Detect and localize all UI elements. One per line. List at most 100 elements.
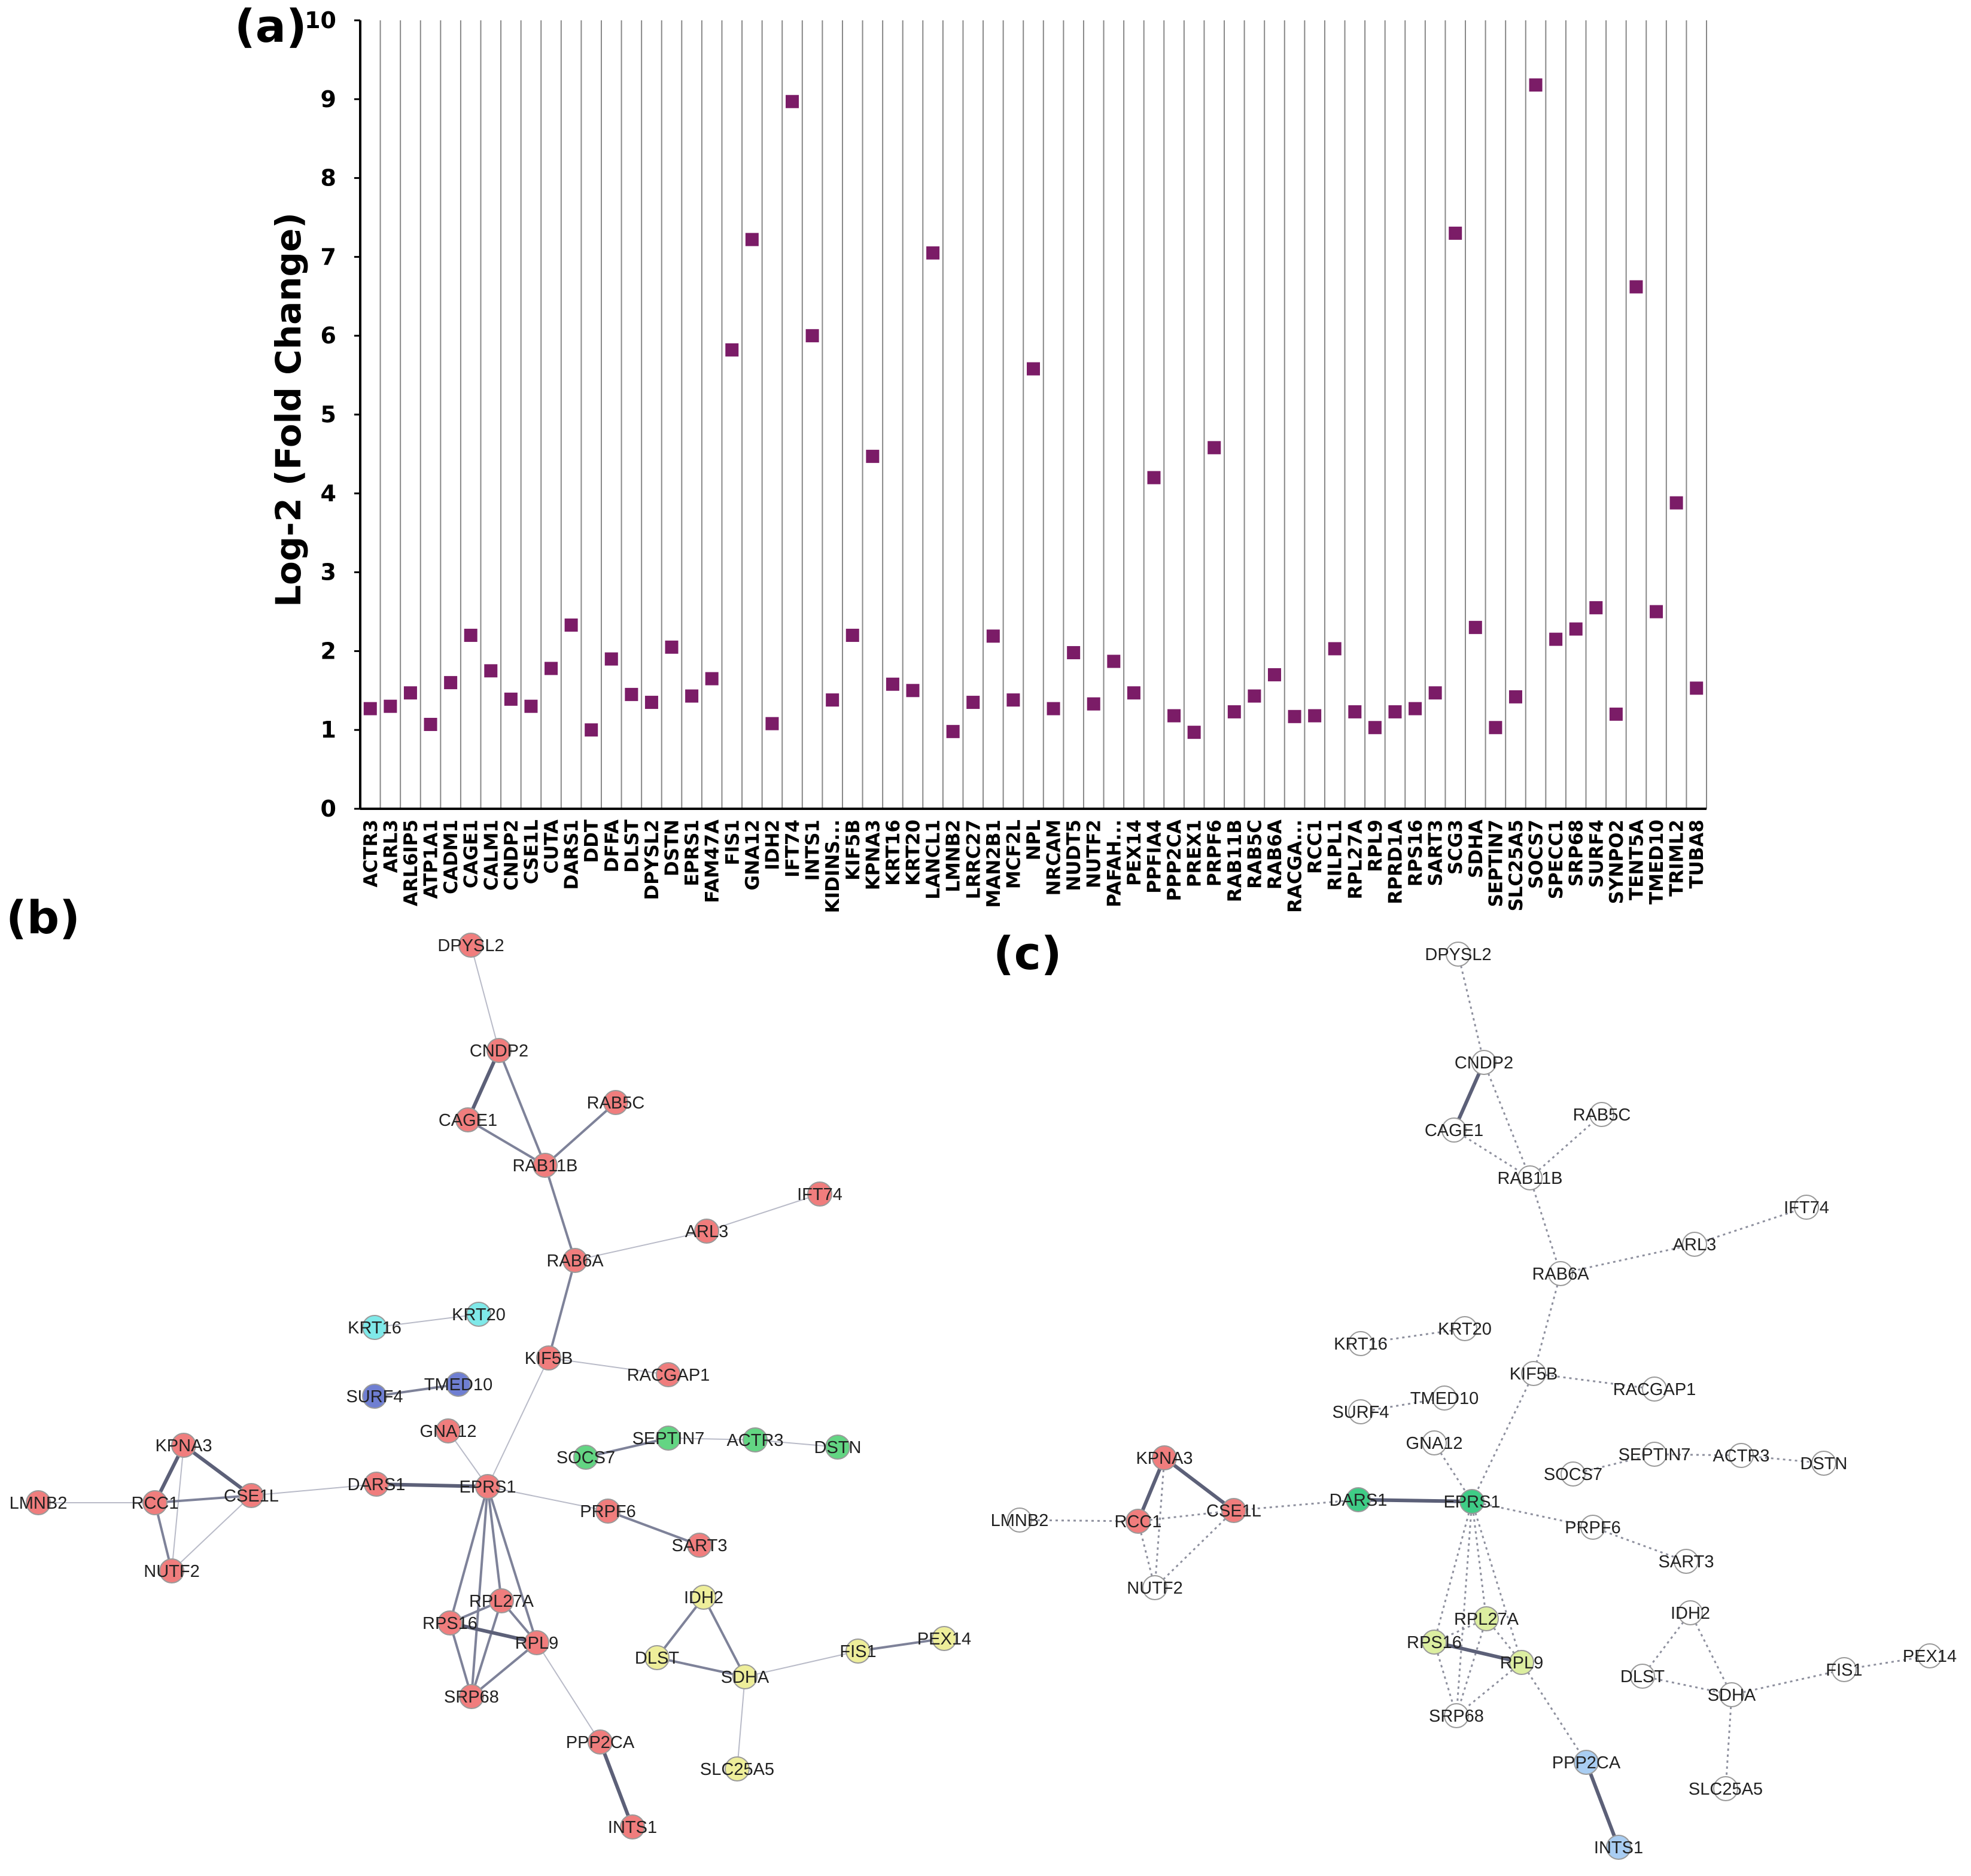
network-node[interactable]: RAB5C [587,1090,645,1115]
data-point [886,677,899,691]
network-node[interactable]: LMNB2 [10,1490,68,1515]
network-node[interactable]: KRT20 [1438,1316,1492,1341]
network-node[interactable]: CSE1L [224,1483,279,1508]
network-node[interactable]: PPP2CA [1552,1750,1621,1775]
network-node[interactable]: ACTR3 [726,1427,784,1452]
data-point [644,696,658,709]
network-node[interactable]: RCC1 [1115,1509,1162,1534]
network-node[interactable]: FIS1 [840,1639,877,1664]
network-node[interactable]: RPS16 [422,1610,477,1636]
network-node[interactable]: IFT74 [1784,1195,1829,1220]
node-label: RPL27A [1454,1610,1519,1629]
node-circle [159,1558,184,1583]
network-node[interactable]: KPNA3 [1136,1445,1193,1470]
network-node[interactable]: IDH2 [1671,1600,1710,1625]
x-tick-label: IDH2 [762,820,783,870]
network-node[interactable]: DARS1 [1330,1487,1388,1512]
network-node[interactable]: INTS1 [608,1814,657,1840]
network-node[interactable]: EPRS1 [1443,1489,1501,1514]
network-node[interactable]: CNDP2 [1455,1050,1513,1075]
network-node[interactable]: LMNB2 [991,1508,1049,1533]
network-node[interactable]: DPYSL2 [1425,942,1492,967]
network-node[interactable]: SLC25A5 [1689,1776,1763,1801]
network-node[interactable]: KIF5B [525,1345,573,1371]
network-node[interactable]: ARL3 [1673,1232,1717,1257]
network-node[interactable]: CAGE1 [1425,1117,1483,1143]
data-point [424,717,437,731]
network-node[interactable]: RAB11B [512,1153,578,1178]
network-edge [1358,1498,1473,1503]
network-node[interactable]: DSTN [1800,1451,1848,1476]
network-node[interactable]: SLC25A5 [700,1756,774,1781]
network-node[interactable]: SOCS7 [556,1445,615,1470]
network-node[interactable]: NUTF2 [1127,1575,1183,1600]
network-node[interactable]: CAGE1 [439,1107,497,1132]
data-point [384,699,397,713]
network-node[interactable]: PEX14 [1903,1643,1957,1668]
network-node[interactable]: PPP2CA [566,1729,635,1755]
network-node[interactable]: EPRS1 [459,1474,516,1499]
network-node[interactable]: DLST [1620,1664,1665,1689]
network-node[interactable]: SART3 [672,1533,728,1558]
network-node[interactable]: GNA12 [419,1418,477,1443]
network-node[interactable]: SOCS7 [1544,1461,1602,1487]
network-node[interactable]: CSE1L [1206,1498,1261,1523]
network-node[interactable]: SRP68 [444,1684,499,1709]
node-circle [825,1435,850,1460]
network-node[interactable]: RPL27A [1454,1606,1519,1631]
network-node[interactable]: RPL9 [1500,1650,1544,1675]
network-node[interactable]: KPNA3 [155,1433,212,1458]
node-label: KIF5B [525,1349,573,1368]
network-node[interactable]: SURF4 [1332,1399,1389,1424]
network-node[interactable]: RAB11B [1497,1165,1563,1190]
network-node[interactable]: CNDP2 [470,1038,528,1063]
network-edge [487,1357,549,1487]
network-node[interactable]: RCC1 [132,1490,179,1515]
network-node[interactable]: KRT16 [348,1315,402,1340]
network-node[interactable]: IFT74 [797,1181,842,1207]
network-node[interactable]: RAB5C [1573,1102,1631,1127]
network-node[interactable]: DARS1 [348,1472,406,1497]
network-node[interactable]: SDHA [1708,1682,1756,1707]
network-node[interactable]: NUTF2 [144,1558,200,1583]
x-tick-label: PRPF6 [1204,820,1225,887]
network-node[interactable]: ARL3 [685,1219,729,1244]
network-node[interactable]: SRP68 [1429,1703,1484,1728]
network-node[interactable]: RPL27A [469,1588,534,1613]
network-node[interactable]: DPYSL2 [437,933,504,958]
network-node[interactable]: RPL9 [515,1630,559,1655]
network-node[interactable]: SART3 [1659,1549,1714,1574]
node-label: IDH2 [1671,1604,1710,1623]
node-circle [595,1499,620,1524]
network-node[interactable]: RACGAP1 [627,1362,710,1387]
data-point [765,717,779,730]
network-edge [857,1637,945,1652]
network-node[interactable]: DLST [635,1645,679,1670]
network-node[interactable]: IDH2 [684,1585,723,1610]
network-node[interactable]: KIF5B [1510,1361,1558,1386]
network-node[interactable]: SDHA [721,1664,769,1689]
network-node[interactable]: SEPTIN7 [1619,1442,1691,1467]
network-node[interactable]: KRT20 [452,1302,506,1327]
network-node[interactable]: SURF4 [346,1384,403,1409]
network-node[interactable]: TMED10 [424,1372,492,1397]
network-node[interactable]: SEPTIN7 [632,1426,705,1451]
node-circle [687,1533,712,1558]
network-node[interactable]: RPS16 [1407,1630,1462,1655]
network-node[interactable]: RACGAP1 [1613,1376,1696,1402]
network-node[interactable]: PRPF6 [1565,1515,1621,1540]
node-circle [1142,1575,1167,1600]
network-node[interactable]: PEX14 [917,1626,971,1651]
network-node[interactable]: DSTN [814,1435,862,1460]
network-node[interactable]: GNA12 [1406,1430,1463,1455]
network-node[interactable]: TMED10 [1410,1385,1479,1411]
network-node[interactable]: INTS1 [1594,1835,1643,1860]
network-node[interactable]: RAB6A [546,1248,604,1273]
network-node[interactable]: FIS1 [1826,1657,1863,1682]
network-edge [1641,1612,1692,1677]
node-label: IFT74 [1784,1198,1829,1217]
network-node[interactable]: ACTR3 [1713,1443,1770,1468]
network-node[interactable]: KRT16 [1334,1331,1388,1356]
network-node[interactable]: RAB6A [1532,1261,1589,1286]
network-node[interactable]: PRPF6 [580,1499,636,1524]
